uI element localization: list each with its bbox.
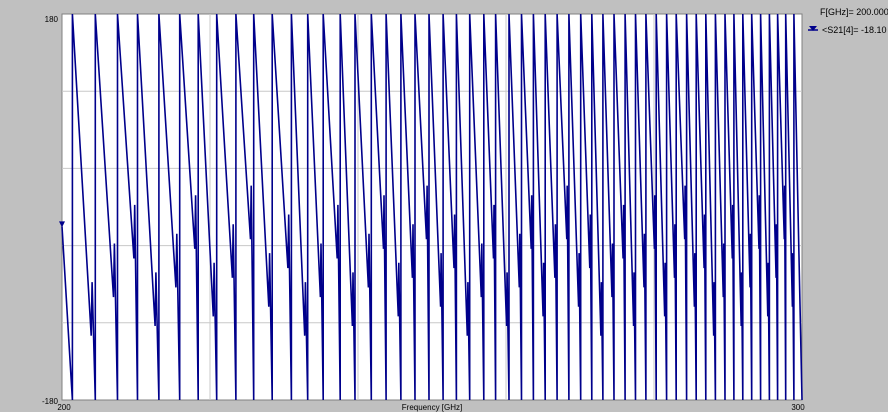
- series-s21-phase: [61, 13, 803, 401]
- marker-value-readout: <S21[4]= -18.10: [822, 25, 887, 35]
- y-tick-label-min: -180: [42, 397, 59, 406]
- x-tick-label-max: 300: [791, 403, 805, 412]
- x-axis-label: Frequency [GHz]: [402, 403, 462, 412]
- y-tick-label-max: 180: [45, 15, 59, 24]
- x-tick-label-min: 200: [57, 403, 71, 412]
- series-line: [61, 13, 803, 401]
- marker-layer: [59, 221, 65, 228]
- marker-triangle[interactable]: [59, 221, 65, 228]
- legend-marker-icon: [808, 26, 818, 31]
- marker-frequency-readout: F[GHz]= 200.000: [820, 7, 888, 17]
